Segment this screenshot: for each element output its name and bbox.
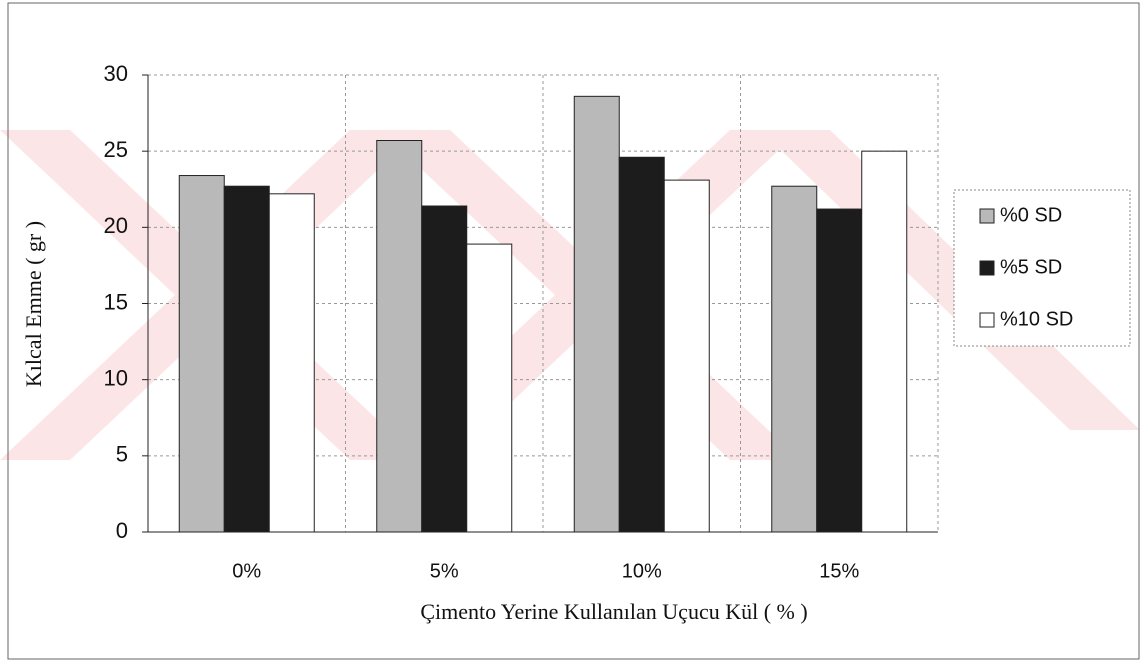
- y-tick-label: 10: [104, 365, 128, 390]
- bar: [376, 140, 423, 533]
- x-tick-label: 10%: [622, 560, 662, 582]
- x-axis-label: Çimento Yerine Kullanılan Uçucu Kül ( % …: [420, 599, 807, 624]
- x-tick-label: 0%: [232, 560, 261, 582]
- bar: [816, 208, 863, 533]
- legend-swatch: [979, 208, 995, 224]
- legend-swatch: [979, 260, 995, 276]
- legend-label: %0 SD: [1000, 204, 1062, 226]
- x-tick-label: 5%: [430, 560, 459, 582]
- x-tick-label: 15%: [819, 560, 859, 582]
- legend-swatch: [979, 312, 995, 328]
- y-tick-label: 0: [116, 518, 128, 543]
- y-axis-label: Kılcal Emme ( gr ): [21, 221, 46, 387]
- y-tick-label: 25: [104, 137, 128, 162]
- y-tick-label: 5: [116, 442, 128, 467]
- bar: [861, 150, 908, 533]
- bar: [663, 179, 710, 533]
- y-tick-label: 20: [104, 213, 128, 238]
- bar: [618, 156, 665, 533]
- bar: [223, 185, 270, 533]
- y-tick-label: 15: [104, 289, 128, 314]
- legend-label: %10 SD: [1000, 308, 1073, 330]
- bar: [573, 95, 620, 533]
- bar: [178, 175, 225, 533]
- legend-label: %5 SD: [1000, 256, 1062, 278]
- bar: [771, 185, 818, 533]
- bar: [268, 193, 315, 533]
- bar: [421, 205, 468, 533]
- y-tick-label: 30: [104, 61, 128, 86]
- bar: [466, 243, 513, 533]
